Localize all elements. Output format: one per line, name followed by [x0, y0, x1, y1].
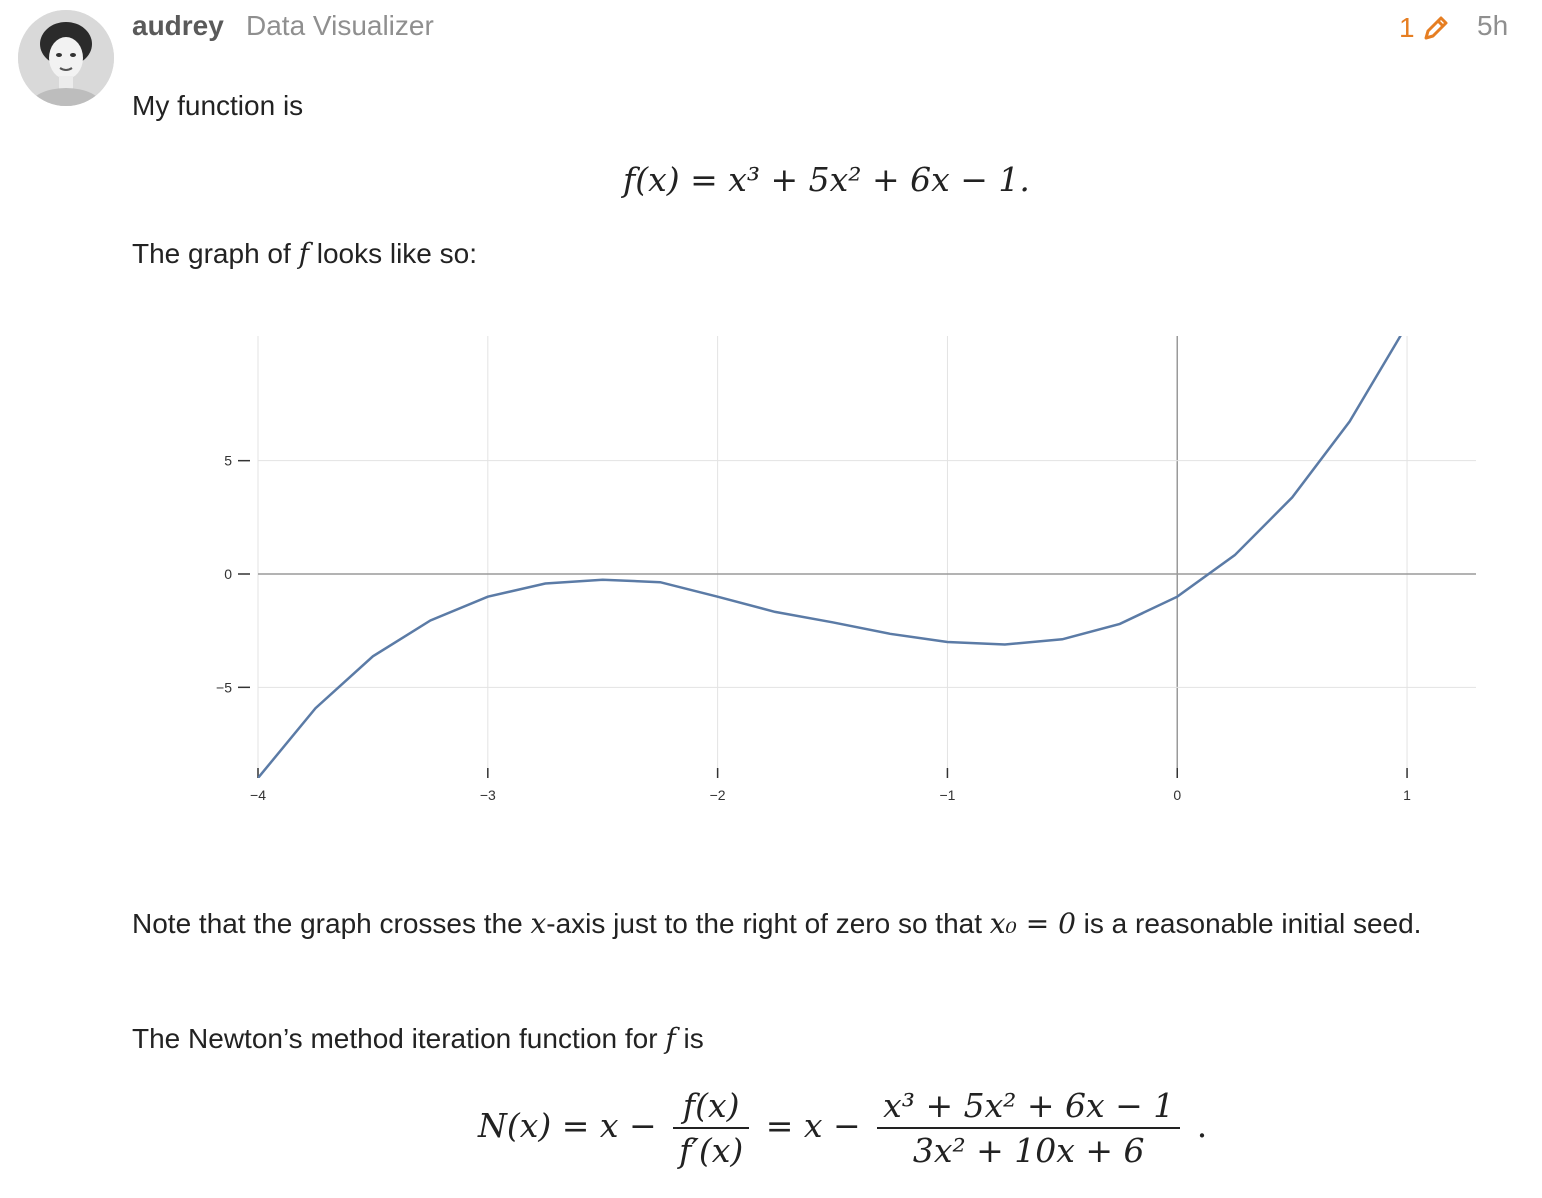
newton-lhs: N(x) = x − [478, 1106, 657, 1145]
newton-frac2-den: 3x² + 10x + 6 [912, 1131, 1145, 1170]
graph-intro-after: looks like so: [308, 238, 478, 269]
x-tick-label: −2 [710, 787, 726, 803]
note-text: Note that the graph crosses the x-axis j… [132, 902, 1472, 946]
x-tick-label: −3 [480, 787, 496, 803]
formula-f: f(x) = x³ + 5x² + 6x − 1. [623, 160, 1030, 199]
edit-history-button[interactable]: 1 [1399, 8, 1451, 48]
newton-end: . [1196, 1106, 1208, 1145]
y-tick-label: 0 [224, 566, 232, 582]
newton-fraction-2: x³ + 5x² + 6x − 1 3x² + 10x + 6 [877, 1086, 1181, 1170]
x-tick-label: 1 [1403, 787, 1411, 803]
graph-intro: The graph of f looks like so: [132, 232, 1472, 276]
formula-f-text: f(x) = x³ + 5x² + 6x − 1. [623, 160, 1030, 199]
post-time[interactable]: 5h [1477, 10, 1509, 41]
note-x0: x₀ = 0 [989, 907, 1076, 940]
avatar-portrait-icon [18, 10, 114, 106]
newton-formula: N(x) = x − f(x) f′(x) = x − x³ + 5x² + 6… [478, 1086, 1207, 1170]
function-curve [258, 336, 1402, 778]
newton-mid: = x − [765, 1106, 861, 1145]
newton-frac2-num: x³ + 5x² + 6x − 1 [877, 1086, 1181, 1129]
y-tick-label: −5 [216, 679, 232, 695]
newton-frac1-den: f′(x) [679, 1131, 744, 1170]
note-part3: is a reasonable initial seed. [1075, 908, 1422, 939]
newton-intro: The Newton’s method iteration function f… [132, 1017, 1472, 1061]
note-x: x [530, 907, 547, 940]
newton-after: is [675, 1023, 704, 1054]
function-graph: −4 −3 −2 −1 0 1 5 0 −5 [216, 336, 1476, 803]
note-part2: -axis just to the right of zero so that [546, 908, 990, 939]
newton-symbol: f [665, 1022, 676, 1055]
username[interactable]: audrey [132, 10, 224, 41]
y-tick-label: 5 [224, 453, 232, 469]
intro-text: My function is [132, 90, 304, 121]
note-part1: Note that the graph crosses the [132, 908, 531, 939]
newton-fraction-1: f(x) f′(x) [673, 1086, 750, 1170]
x-tick-label: 0 [1173, 787, 1181, 803]
x-tick-label: −1 [939, 787, 955, 803]
avatar[interactable] [18, 10, 114, 106]
graph-intro-symbol: f [298, 237, 309, 270]
graph-intro-before: The graph of [132, 238, 299, 269]
newton-frac1-num: f(x) [673, 1086, 750, 1129]
edit-count: 1 [1399, 12, 1415, 43]
x-tick-label: −4 [250, 787, 266, 803]
pencil-icon [1424, 16, 1448, 40]
user-title: Data Visualizer [246, 10, 434, 41]
newton-before: The Newton’s method iteration function f… [132, 1023, 666, 1054]
